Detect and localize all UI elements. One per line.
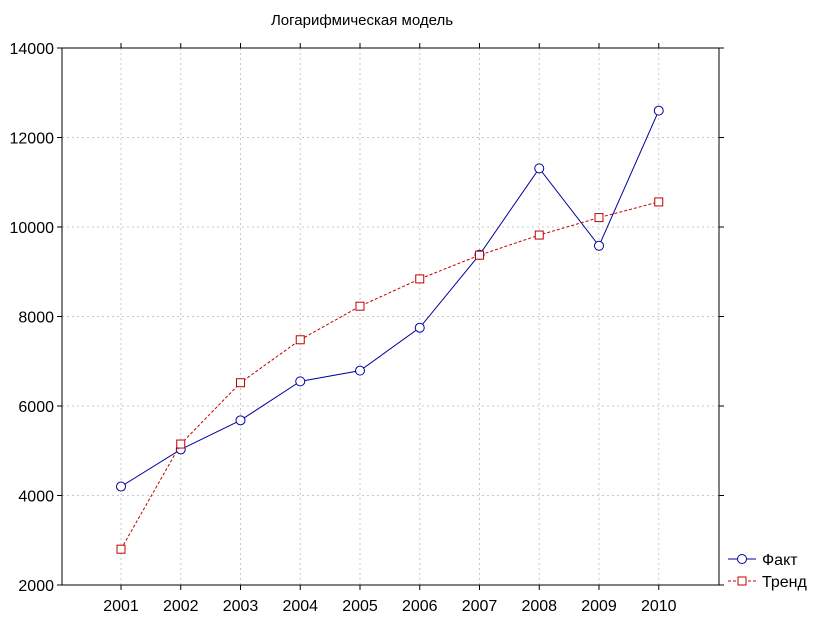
x-axis: 2001 2002 2003 2004 2005 2006 2007 2008 2009 2010 <box>103 43 677 615</box>
series-fact-point <box>653 105 664 116</box>
series-fact-point <box>295 376 306 387</box>
y-tick-label: 4000 <box>18 489 54 506</box>
y-tick-label: 14000 <box>10 41 55 58</box>
series-trend-point <box>295 335 305 345</box>
series-trend-point <box>415 274 425 284</box>
series-trend-line <box>120 201 659 550</box>
series-trend <box>116 197 664 554</box>
series-trend-point <box>236 378 245 388</box>
y-axis: 2000 4000 6000 8000 10000 12000 14000 <box>10 41 724 595</box>
x-tick-label: 2010 <box>641 598 677 615</box>
series-trend-point <box>116 544 126 554</box>
legend-swatch-marker <box>737 576 747 586</box>
series-trend-point <box>475 250 484 260</box>
x-tick-label: 2007 <box>462 598 498 615</box>
legend-label: Факт <box>762 552 798 569</box>
series-fact-point <box>235 415 246 426</box>
x-tick-label: 2005 <box>342 598 378 615</box>
x-tick-label: 2009 <box>581 598 617 615</box>
series-fact-point <box>594 240 604 251</box>
series-fact-line <box>120 110 660 487</box>
series-trend-point <box>176 439 186 449</box>
x-tick-label: 2008 <box>521 598 557 615</box>
series-trend-point <box>594 213 604 223</box>
series-trend-point <box>355 301 365 311</box>
y-tick-label: 2000 <box>18 578 54 595</box>
legend-item-fact: Факт <box>728 552 798 569</box>
series-fact <box>116 105 664 492</box>
series-trend-point <box>654 197 664 207</box>
plot-frame <box>61 47 720 586</box>
series-fact-point <box>414 322 425 333</box>
series-fact-point <box>116 481 126 492</box>
y-tick-label: 12000 <box>10 131 55 148</box>
grid-layer <box>62 48 719 585</box>
legend-swatch-marker <box>737 554 747 564</box>
x-tick-label: 2001 <box>103 598 139 615</box>
chart-title: Логарифмическая модель <box>271 12 453 29</box>
x-tick-label: 2003 <box>223 598 259 615</box>
x-tick-label: 2006 <box>402 598 438 615</box>
series-trend-point <box>534 230 544 240</box>
series-fact-point <box>355 365 365 376</box>
y-tick-label: 8000 <box>18 310 54 327</box>
y-tick-label: 6000 <box>18 399 54 416</box>
y-tick-label: 10000 <box>10 220 55 237</box>
x-tick-label: 2004 <box>282 598 318 615</box>
legend-label: Тренд <box>762 574 808 591</box>
x-tick-label: 2002 <box>163 598 199 615</box>
legend: Факт Тренд <box>728 552 808 591</box>
series-fact-point <box>534 163 545 174</box>
series-layer <box>116 105 664 554</box>
legend-item-trend: Тренд <box>728 574 808 591</box>
